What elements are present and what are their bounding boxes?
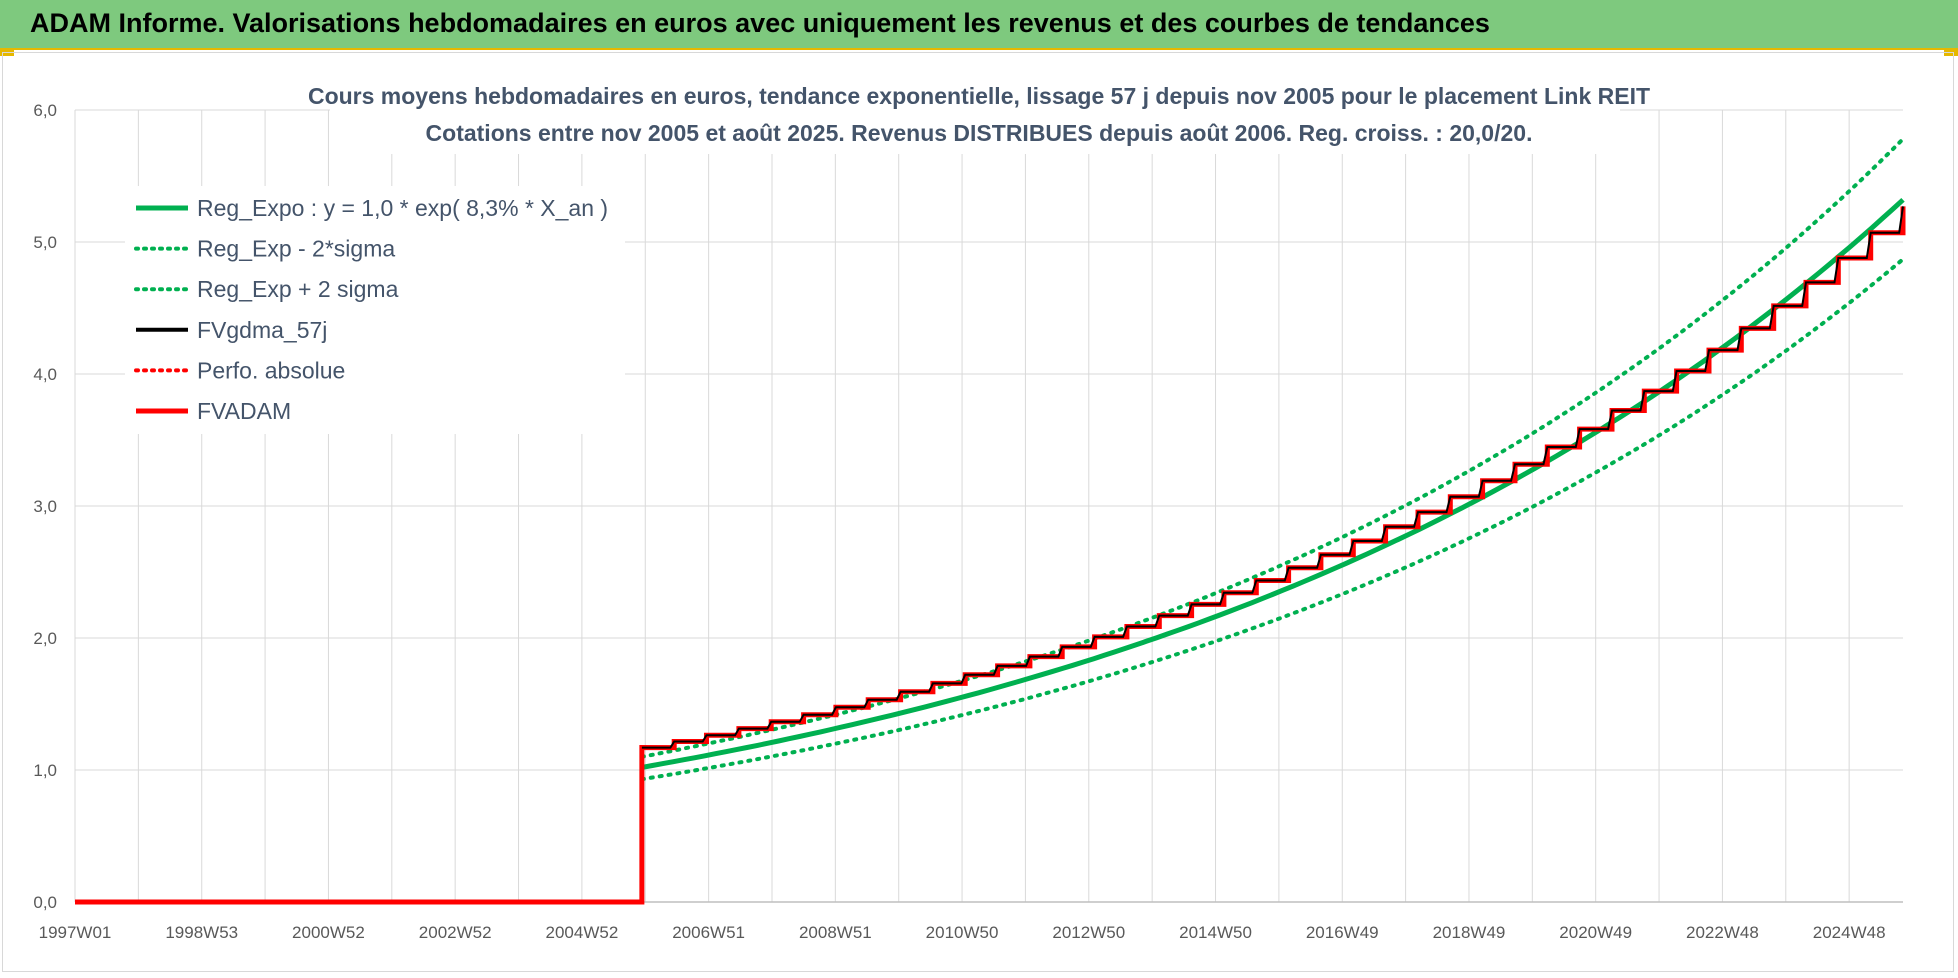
x-tick-label: 2002W52 [419,923,492,942]
x-axis-labels: 1997W01 1998W53 2000W52 2002W52 2004W52 2006W… [39,923,1886,942]
legend-label: Reg_Exp + 2 sigma [197,276,399,302]
x-tick-label: 2024W48 [1813,923,1886,942]
chart-series [75,137,1906,905]
x-tick-label: 2008W51 [799,923,872,942]
legend-item: Reg_Expo : y = 1,0 * exp( 8,3% * X_an ) [136,195,608,221]
title-bar: ADAM Informe. Valorisations hebdomadaire… [0,0,1958,50]
y-tick-label: 5,0 [33,233,57,252]
series-reg-exp-plus-2sigma [639,137,1905,759]
x-tick-label: 2010W50 [926,923,999,942]
legend-item: Reg_Exp - 2*sigma [134,236,395,262]
legend-label: FVgdma_57j [197,317,327,343]
series-fvgdma-57j [641,206,1904,749]
legend-label: Perfo. absolue [197,357,345,383]
y-tick-label: 2,0 [33,629,57,648]
chart-title-block: Cours moyens hebdomadaires en euros, ten… [308,72,1650,154]
y-tick-label: 6,0 [33,101,57,120]
legend-label: FVADAM [197,398,291,424]
x-tick-label: 2006W51 [672,923,745,942]
legend-label: Reg_Exp - 2*sigma [197,236,395,262]
y-tick-label: 1,0 [33,761,57,780]
y-tick-label: 0,0 [33,893,57,912]
legend-background [125,186,625,434]
legend-item: Reg_Exp + 2 sigma [134,276,399,302]
x-tick-label: 2022W48 [1686,923,1759,942]
legend-item: FVgdma_57j [136,317,327,343]
corner-mark-left [0,50,14,56]
chart-title-background [330,72,1620,154]
x-tick-label: 2012W50 [1052,923,1125,942]
x-tick-label: 2018W49 [1433,923,1506,942]
x-tick-label: 2014W50 [1179,923,1252,942]
chart-legend: Reg_Expo : y = 1,0 * exp( 8,3% * X_an ) R… [125,186,625,434]
x-tick-label: 1997W01 [39,923,112,942]
corner-mark-right [1944,50,1958,56]
x-tick-label: 2016W49 [1306,923,1379,942]
series-reg-exp-minus-2sigma [639,257,1905,782]
x-tick-label: 2004W52 [546,923,619,942]
y-tick-label: 3,0 [33,497,57,516]
x-tick-label: 2020W49 [1559,923,1632,942]
legend-label: Reg_Expo : y = 1,0 * exp( 8,3% * X_an ) [197,195,608,221]
x-tick-label: 2000W52 [292,923,365,942]
chart-title-line-2: Cotations entre nov 2005 et août 2025. R… [426,120,1533,146]
series-reg-expo [641,197,1905,770]
chart-frame [2,52,1954,972]
y-tick-label: 4,0 [33,365,57,384]
y-axis-labels: 0,0 1,0 2,0 3,0 4,0 5,0 6,0 [33,101,57,912]
x-tick-label: 1998W53 [165,923,238,942]
page-title: ADAM Informe. Valorisations hebdomadaire… [30,8,1490,38]
chart-title-line-1: Cours moyens hebdomadaires en euros, ten… [308,83,1650,109]
legend-item: FVADAM [136,398,291,424]
legend-item: Perfo. absolue [134,357,345,383]
